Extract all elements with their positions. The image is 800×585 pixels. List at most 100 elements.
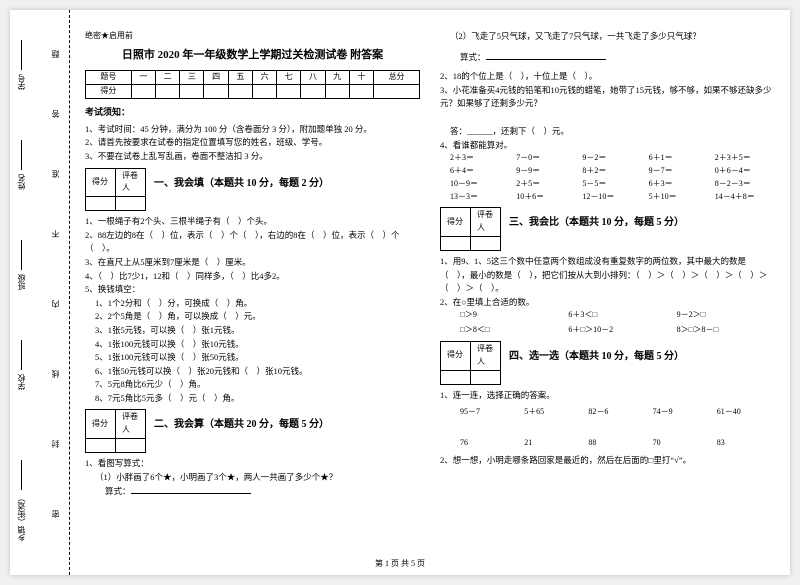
mark-label: 评卷人 — [471, 341, 501, 370]
mv: 88 — [588, 437, 646, 450]
cmp: □＞9 — [460, 309, 558, 322]
seal-char: 封 — [50, 440, 61, 448]
mv: 83 — [717, 437, 775, 450]
exam-sheet: 学号 姓名 班级 学校 乡镇（街道） 题 答 准 不 内 线 封 密 绝密★启用… — [10, 10, 790, 575]
mark-label: 得分 — [86, 410, 116, 439]
q: 5、换钱填空： — [85, 283, 420, 297]
formula-line: 算式： — [440, 50, 775, 65]
th: 四 — [204, 71, 228, 85]
mark-label: 评卷人 — [116, 410, 146, 439]
cmp: 8＞□＞8－□ — [677, 324, 775, 337]
mark-label: 评卷人 — [116, 168, 146, 197]
binding-label: 学号 — [16, 40, 27, 90]
content-columns: 绝密★启用前 日照市 2020 年一年级数学上学期过关检测试卷 附答案 题号 一… — [70, 10, 790, 575]
th: 五 — [228, 71, 252, 85]
q: 2、2个5角是（ ）角，可以换成（ ）元。 — [85, 310, 420, 324]
q: 2、在○里填上合适的数。 — [440, 296, 775, 310]
mv: 61－40 — [717, 406, 775, 419]
section-title: 一、我会填（本题共 10 分，每题 2 分） — [154, 176, 329, 192]
calc: 6＋1＝ — [649, 152, 709, 165]
cmp: 9－2＞□ — [677, 309, 775, 322]
section-title: 四、选一选（本题共 10 分，每题 5 分） — [509, 349, 684, 365]
th: 六 — [252, 71, 276, 85]
binding-label: 班级 — [16, 240, 27, 290]
right-column: （2）飞走了5只气球，又飞走了7只气球，一共飞走了多少只气球？ 算式： 2、18… — [440, 30, 775, 550]
formula-label: 算式： — [105, 486, 131, 496]
seal-char: 准 — [50, 170, 61, 178]
mv: 5＋65 — [524, 406, 582, 419]
mark-label: 评卷人 — [471, 208, 501, 237]
calc: 6＋4＝ — [450, 165, 510, 178]
answer-line: 答：______，还剩下（ ）元。 — [440, 125, 775, 139]
q: 2、18的个位上是（ ），十位上是（ ）。 — [440, 70, 775, 84]
calc: 6＋3＝ — [649, 178, 709, 191]
secret-label: 绝密★启用前 — [85, 30, 420, 43]
q: （2）飞走了5只气球，又飞走了7只气球，一共飞走了多少只气球？ — [440, 30, 775, 44]
th: 九 — [325, 71, 349, 85]
th: 二 — [156, 71, 180, 85]
notice-title: 考试须知： — [85, 105, 420, 119]
mark-table: 得分评卷人 — [440, 207, 501, 251]
calc: 2＋3＝ — [450, 152, 510, 165]
mv: 76 — [460, 437, 518, 450]
label-text: 乡镇（街道） — [16, 494, 27, 542]
calc: 13－3＝ — [450, 191, 510, 204]
th: 八 — [301, 71, 325, 85]
score-table: 题号 一 二 三 四 五 六 七 八 九 十 总分 得分 — [85, 70, 420, 99]
q: 8、7元5角比5元多（ ）元（ ）角。 — [85, 392, 420, 406]
th: 三 — [180, 71, 204, 85]
label-text: 学校 — [16, 374, 27, 390]
calc-grid: 2＋3＝ 7－0＝ 9－2＝ 6＋1＝ 2＋3＋5＝ 6＋4＝ 9－9＝ 8＋2… — [440, 152, 775, 203]
mark-table: 得分评卷人 — [85, 168, 146, 212]
th: 十 — [349, 71, 373, 85]
notice-item: 1、考试时间：45 分钟，满分为 100 分（含卷面分 3 分），附加题单独 2… — [85, 123, 420, 137]
th: 题号 — [86, 71, 132, 85]
calc: 0＋6－4＝ — [715, 165, 775, 178]
seal-char: 题 — [50, 50, 61, 58]
calc: 10－9＝ — [450, 178, 510, 191]
calc: 7－0＝ — [516, 152, 576, 165]
seal-char: 内 — [50, 300, 61, 308]
mark-table: 得分评卷人 — [85, 409, 146, 453]
calc: 2＋5＝ — [516, 178, 576, 191]
mv: 21 — [524, 437, 582, 450]
binding-label: 姓名 — [16, 140, 27, 190]
cmp: 6＋3＜□ — [568, 309, 666, 322]
mv: 70 — [653, 437, 711, 450]
q: 1、一根绳子有2个头、三根半绳子有（ ）个头。 — [85, 215, 420, 229]
notice-item: 3、不要在试卷上乱写乱画，卷面不整洁扣 3 分。 — [85, 150, 420, 164]
q: 5、1张100元钱可以换（ ）张50元钱。 — [85, 351, 420, 365]
calc: 14－4＋8＝ — [715, 191, 775, 204]
q: 2、88左边的8在（ ）位，表示（ ）个（ ），右边的8在（ ）位，表示（ ）个… — [85, 229, 420, 256]
mark-table: 得分评卷人 — [440, 341, 501, 385]
seal-char: 线 — [50, 370, 61, 378]
section-title: 三、我会比（本题共 10 分，每题 5 分） — [509, 215, 684, 231]
binding-margin: 学号 姓名 班级 学校 乡镇（街道） 题 答 准 不 内 线 封 密 — [10, 10, 70, 575]
calc: 5－5＝ — [582, 178, 642, 191]
label-text: 姓名 — [16, 174, 27, 190]
seal-char: 不 — [50, 230, 61, 238]
q: 6、1张50元钱可以换（ ）张20元钱和（ ）张10元钱。 — [85, 365, 420, 379]
mark-label: 得分 — [441, 208, 471, 237]
mv: 82－6 — [588, 406, 646, 419]
match-row: 95－7 5＋65 82－6 74－9 61－40 — [440, 406, 775, 419]
q: 1、用9、1、5这三个数中任意两个数组成没有重复数字的两位数，其中最大的数是（ … — [440, 255, 775, 296]
formula-line: 算式： — [85, 484, 420, 499]
q: 2、想一想，小明走哪条路回家是最近的，然后在后面的□里打“√”。 — [440, 454, 775, 468]
mv: 74－9 — [653, 406, 711, 419]
q: 3、1张5元钱，可以换（ ）张1元钱。 — [85, 324, 420, 338]
match-row: 76 21 88 70 83 — [440, 437, 775, 450]
score-value-row: 得分 — [86, 85, 420, 99]
calc: 2＋3＋5＝ — [715, 152, 775, 165]
binding-label: 学校 — [16, 340, 27, 390]
seal-char: 答 — [50, 110, 61, 118]
score-header-row: 题号 一 二 三 四 五 六 七 八 九 十 总分 — [86, 71, 420, 85]
calc: 10＋6＝ — [516, 191, 576, 204]
formula-label: 算式： — [460, 52, 486, 62]
notice-item: 2、请首先按要求在试卷的指定位置填写您的姓名，班级、学号。 — [85, 136, 420, 150]
mark-label: 得分 — [441, 341, 471, 370]
cmp: □＞8＜□ — [460, 324, 558, 337]
binding-label: 乡镇（街道） — [16, 460, 27, 542]
calc: 9－7＝ — [649, 165, 709, 178]
q: 1、连一连，选择正确的答案。 — [440, 389, 775, 403]
